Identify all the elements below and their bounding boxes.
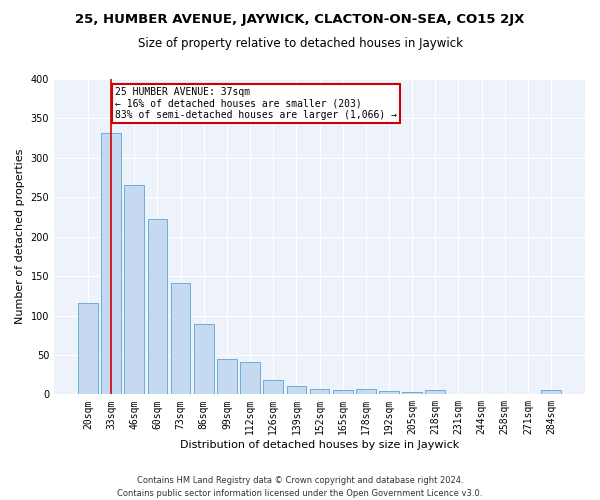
Bar	[101, 134, 121, 394]
Bar	[194, 324, 214, 394]
Bar	[171, 283, 190, 395]
Bar	[333, 390, 353, 394]
Bar	[124, 186, 144, 394]
Bar	[217, 359, 237, 394]
Bar	[310, 389, 329, 394]
Bar	[287, 386, 306, 394]
Text: Size of property relative to detached houses in Jaywick: Size of property relative to detached ho…	[137, 38, 463, 51]
Bar	[541, 390, 561, 394]
Text: Contains HM Land Registry data © Crown copyright and database right 2024.
Contai: Contains HM Land Registry data © Crown c…	[118, 476, 482, 498]
Bar	[425, 390, 445, 394]
X-axis label: Distribution of detached houses by size in Jaywick: Distribution of detached houses by size …	[180, 440, 459, 450]
Text: 25, HUMBER AVENUE, JAYWICK, CLACTON-ON-SEA, CO15 2JX: 25, HUMBER AVENUE, JAYWICK, CLACTON-ON-S…	[76, 12, 524, 26]
Bar	[240, 362, 260, 394]
Bar	[379, 391, 399, 394]
Text: 25 HUMBER AVENUE: 37sqm
← 16% of detached houses are smaller (203)
83% of semi-d: 25 HUMBER AVENUE: 37sqm ← 16% of detache…	[115, 87, 397, 120]
Bar	[263, 380, 283, 394]
Y-axis label: Number of detached properties: Number of detached properties	[15, 149, 25, 324]
Bar	[402, 392, 422, 394]
Bar	[356, 389, 376, 394]
Bar	[78, 303, 98, 394]
Bar	[148, 220, 167, 394]
